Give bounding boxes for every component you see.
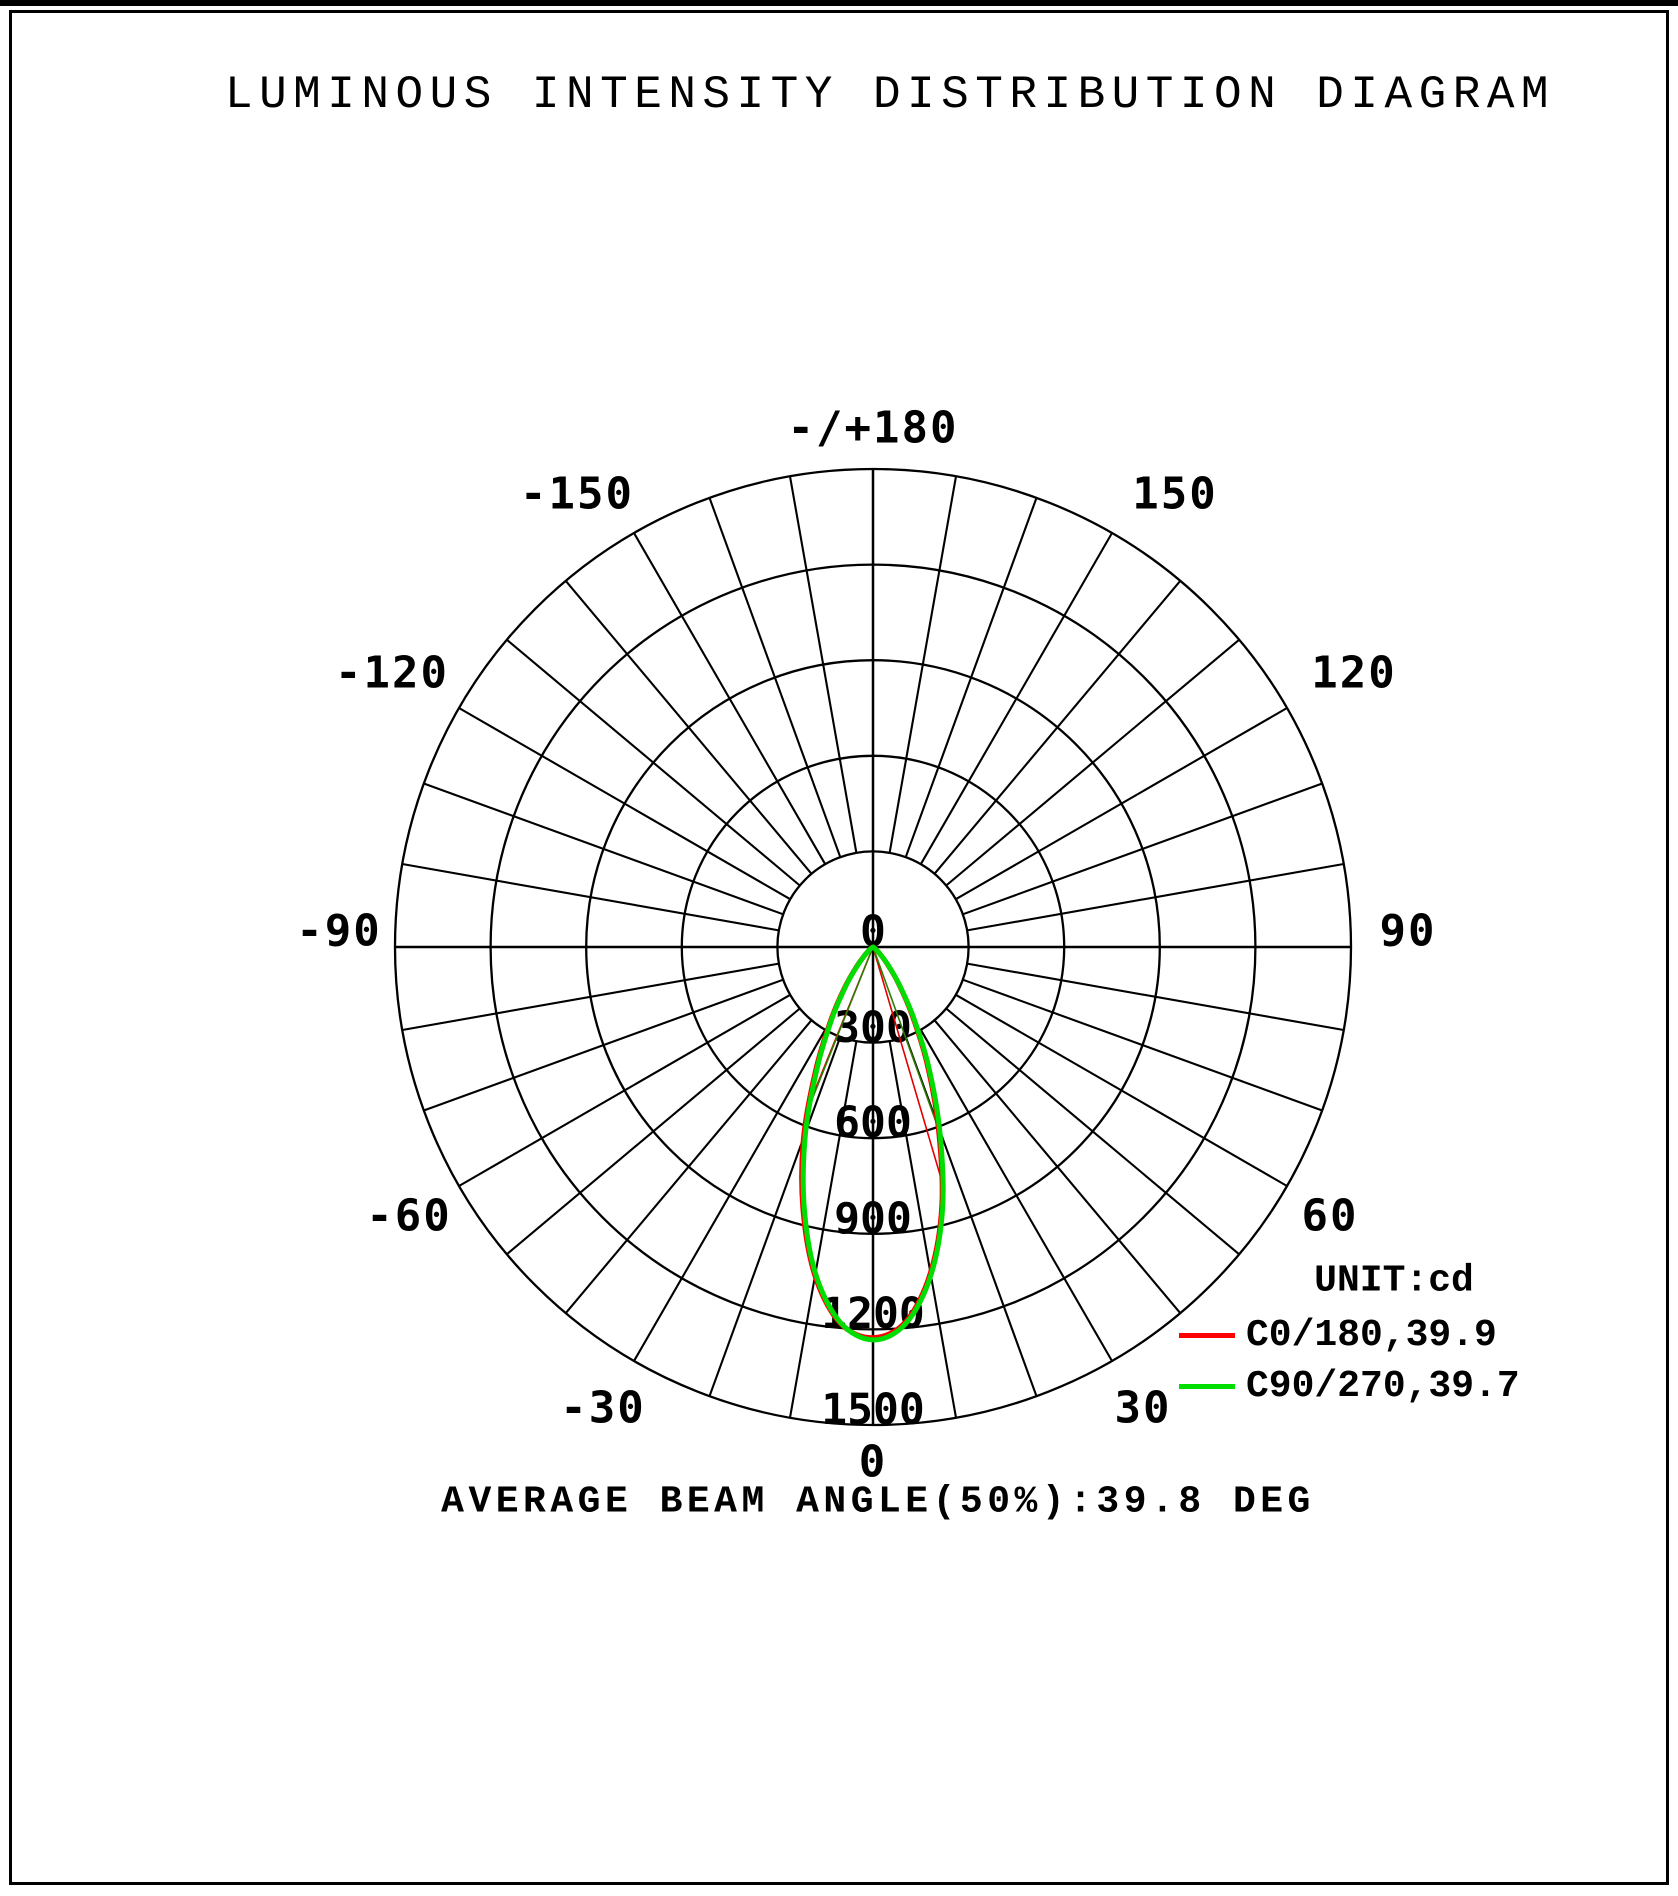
radial-tick-label: 1500 [821,1385,925,1435]
radial-tick-label: 300 [834,1002,912,1053]
angle-spoke [933,580,1182,875]
chart-title: LUMINOUS INTENSITY DISTRIBUTION DIAGRAM [224,69,1556,121]
angle-spoke [423,782,784,916]
legend-unit-label: UNIT:cd [1314,1259,1474,1303]
legend-swatch [1179,1332,1235,1338]
angle-spoke [506,638,801,887]
angle-spoke [402,862,780,932]
angle-tick-label: 0 [858,1436,888,1488]
angle-spoke [402,962,780,1032]
radial-tick-label: 0 [860,907,886,957]
angle-spoke [966,962,1344,1032]
legend-entry: C0/180,39.9 [1179,1313,1497,1357]
angle-spoke [458,993,791,1187]
legend-entry: C90/270,39.7 [1179,1364,1520,1408]
angle-spoke [955,707,1288,901]
angle-spoke [633,532,827,865]
angle-spoke [904,497,1038,858]
angle-spoke [423,978,784,1112]
top-edge-bar [0,0,1678,6]
legend-entry-label: C0/180,39.9 [1246,1313,1497,1357]
legend-entry-label: C90/270,39.7 [1246,1364,1520,1408]
angle-spoke [564,580,813,875]
angle-tick-label: -60 [366,1190,452,1242]
angle-spoke [955,993,1288,1187]
angle-spoke [708,497,842,858]
angle-tick-label: -/+180 [787,402,959,454]
angle-tick-label: -30 [560,1382,646,1434]
angle-spoke [933,1019,1182,1314]
angle-tick-label: -120 [335,647,449,699]
angle-spoke [506,1007,801,1256]
radial-tick-label: 600 [834,1098,912,1149]
angle-tick-label: 150 [1132,468,1218,520]
angle-spoke [888,476,958,854]
angle-spoke [633,1029,827,1362]
average-beam-angle-label: AVERAGE BEAM ANGLE(50%):39.8 DEG [441,1480,1315,1524]
radial-tick-label: 900 [834,1193,912,1244]
legend-swatch [1179,1383,1235,1389]
angle-spoke [962,782,1323,916]
angle-spoke [945,1007,1240,1256]
angle-spoke [962,978,1323,1112]
angle-tick-label: 90 [1379,905,1437,957]
angle-tick-label: 120 [1311,647,1397,699]
angle-spoke [945,638,1240,887]
diagram-frame [9,10,1669,1885]
angle-tick-label: -150 [520,468,634,520]
angle-spoke [458,707,791,901]
angle-spoke [919,1029,1113,1362]
radial-tick-label: 1200 [821,1289,925,1340]
angle-tick-label: 30 [1114,1382,1172,1434]
angle-spoke [564,1019,813,1314]
angle-spoke [966,862,1344,932]
angle-tick-label: -90 [296,905,382,957]
angle-tick-label: 60 [1301,1190,1359,1242]
angle-spoke [919,532,1113,865]
angle-spoke [788,476,858,854]
